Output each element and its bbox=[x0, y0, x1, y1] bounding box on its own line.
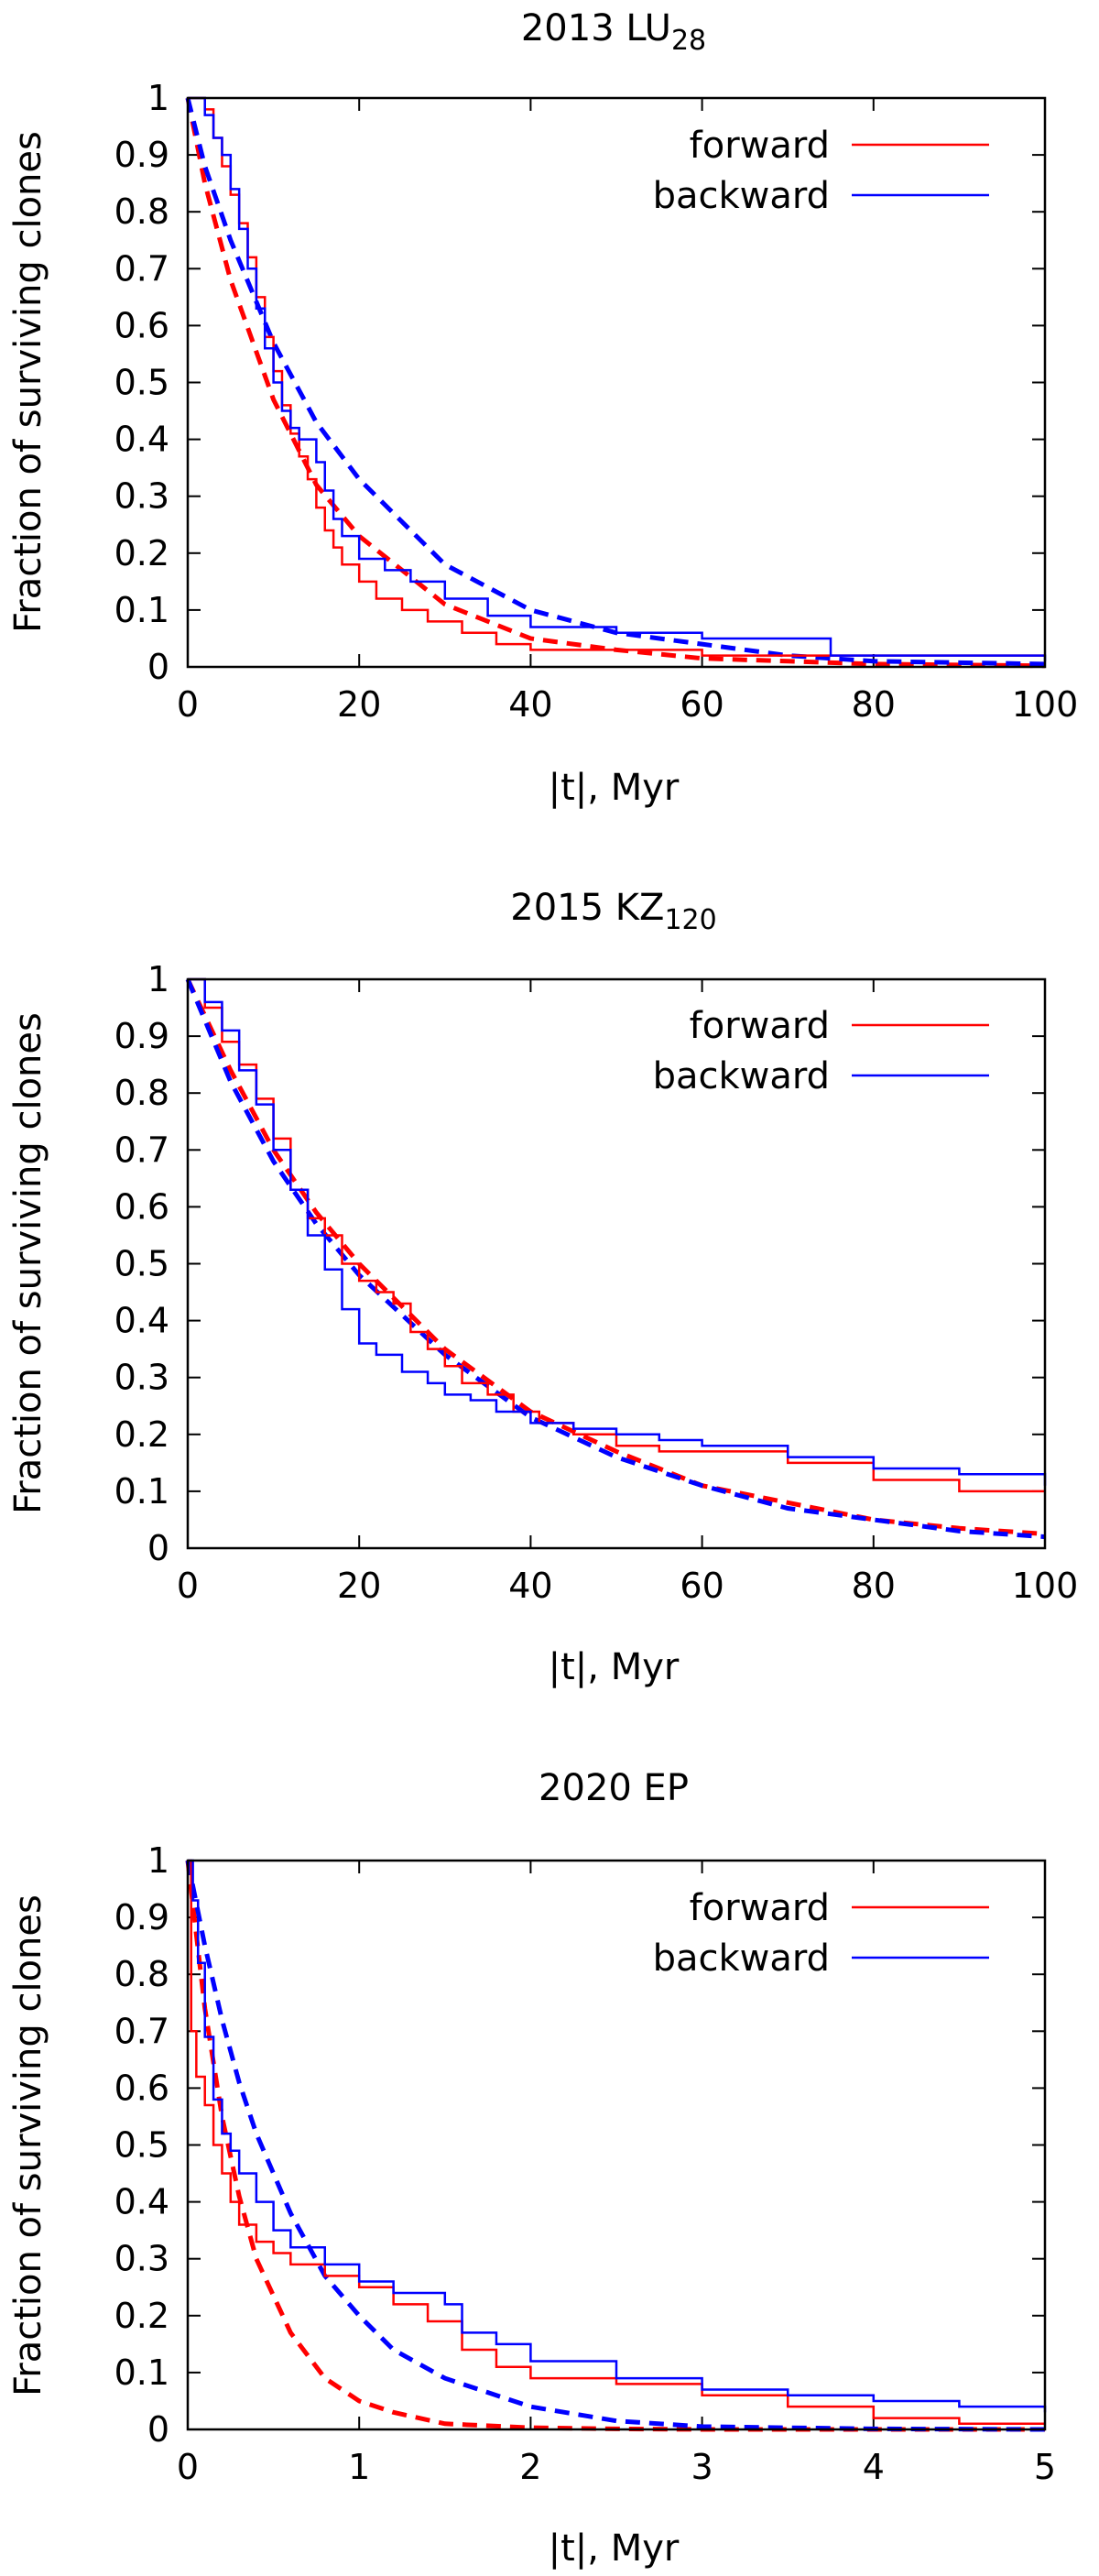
legend: forward backward bbox=[653, 125, 989, 217]
title-subscript: 28 bbox=[671, 25, 706, 57]
x-axis-label: |t|, Myr bbox=[549, 1646, 680, 1688]
x-tick-label: 0 bbox=[177, 1566, 199, 1606]
x-axis-label: |t|, Myr bbox=[549, 767, 680, 809]
y-tick-label: 0.6 bbox=[114, 1186, 169, 1227]
x-tick-label: 100 bbox=[1012, 684, 1079, 725]
x-tick-label: 80 bbox=[852, 1566, 896, 1606]
title-main: 2020 EP bbox=[539, 1767, 689, 1809]
x-tick-label: 40 bbox=[508, 1566, 552, 1606]
plot-frame bbox=[186, 977, 1047, 1550]
plot-area: 0 0.1 0.2 0.3 0.4 0.5 0.6 0.7 0.8 0.9 1 0 1 2 3 4 5 bbox=[114, 1840, 1057, 2487]
y-tick-label: 0.1 bbox=[114, 2352, 169, 2393]
legend-label-forward: forward bbox=[690, 1887, 830, 1929]
fit-curve-forward bbox=[185, 1860, 1045, 2432]
title-subscript: 120 bbox=[664, 904, 716, 936]
series-line-forward bbox=[188, 977, 1045, 1493]
y-tick-label: 0.2 bbox=[114, 533, 169, 573]
chart-panel-3: 2020 EP Fraction of surviving clones |t|… bbox=[7, 1767, 1056, 2570]
plot-frame bbox=[186, 1859, 1047, 2431]
y-tick-label: 0.8 bbox=[114, 191, 169, 232]
y-tick-label: 0.4 bbox=[114, 2182, 169, 2222]
y-tick-label: 0.9 bbox=[114, 1016, 169, 1056]
x-tick-label: 0 bbox=[177, 684, 199, 725]
legend-label-backward: backward bbox=[653, 1937, 830, 1980]
x-tick-label: 20 bbox=[337, 1566, 381, 1606]
y-tick-label: 0.9 bbox=[114, 1897, 169, 1937]
y-tick-label: 1 bbox=[147, 1840, 169, 1881]
y-tick-label: 0.3 bbox=[114, 1358, 169, 1398]
chart-title: 2013 LU28 bbox=[521, 7, 706, 57]
y-tick-label: 0.3 bbox=[114, 476, 169, 517]
x-tick-label: 20 bbox=[337, 684, 381, 725]
fit-curve-backward bbox=[185, 978, 1046, 1540]
chart-title: 2020 EP bbox=[539, 1767, 689, 1809]
fit-curve-forward bbox=[185, 97, 1046, 669]
y-tick-label: 0.7 bbox=[114, 1130, 169, 1170]
y-tick-label: 0.7 bbox=[114, 2011, 169, 2051]
y-tick-label: 0.1 bbox=[114, 590, 169, 630]
y-tick-label: 0.2 bbox=[114, 2296, 169, 2336]
legend: forward backward bbox=[653, 1005, 989, 1097]
y-tick-label: 0.2 bbox=[114, 1414, 169, 1455]
y-tick-label: 0.7 bbox=[114, 248, 169, 289]
title-main: 2013 LU bbox=[521, 7, 671, 49]
plot-area: 0 0.1 0.2 0.3 0.4 0.5 0.6 0.7 0.8 0.9 1 0 20 40 60 80 10… bbox=[114, 78, 1079, 725]
y-tick-label: 1 bbox=[147, 78, 169, 118]
y-tick-label: 1 bbox=[147, 959, 169, 999]
series-line-backward bbox=[188, 977, 1047, 1486]
y-tick-label: 0.6 bbox=[114, 305, 169, 345]
y-axis-label: Fraction of surviving clones bbox=[7, 131, 49, 633]
x-tick-label: 100 bbox=[1012, 1566, 1079, 1606]
chart-panel-2: 2015 KZ120 Fraction of surviving clones … bbox=[7, 887, 1078, 1688]
x-tick-label: 2 bbox=[519, 2447, 541, 2487]
y-tick-label: 0.4 bbox=[114, 420, 169, 460]
y-tick-label: 0 bbox=[147, 2409, 169, 2450]
x-tick-label: 5 bbox=[1034, 2447, 1056, 2487]
y-tick-label: 0.8 bbox=[114, 1954, 169, 1994]
y-tick-label: 0 bbox=[147, 1528, 169, 1568]
y-tick-label: 0.9 bbox=[114, 135, 169, 175]
legend-label-backward: backward bbox=[653, 1055, 830, 1097]
x-axis-label: |t|, Myr bbox=[549, 2527, 680, 2570]
y-axis-label: Fraction of surviving clones bbox=[7, 1894, 49, 2396]
series-line-backward bbox=[188, 96, 1047, 661]
y-tick-label: 0.5 bbox=[114, 2125, 169, 2166]
legend-label-forward: forward bbox=[690, 1005, 830, 1047]
x-tick-label: 3 bbox=[691, 2447, 713, 2487]
y-tick-label: 0.1 bbox=[114, 1471, 169, 1512]
x-tick-label: 80 bbox=[852, 684, 896, 725]
y-tick-label: 0.6 bbox=[114, 2068, 169, 2108]
chart-title: 2015 KZ120 bbox=[510, 887, 716, 936]
x-tick-label: 40 bbox=[508, 684, 552, 725]
legend-label-backward: backward bbox=[653, 175, 830, 217]
y-axis-label: Fraction of surviving clones bbox=[7, 1012, 49, 1514]
series-line-forward bbox=[188, 1859, 1045, 2426]
title-main: 2015 KZ bbox=[510, 887, 664, 929]
chart-panel-1: 2013 LU28 Fraction of surviving clones |… bbox=[7, 7, 1078, 809]
x-tick-label: 60 bbox=[680, 1566, 724, 1606]
x-tick-label: 4 bbox=[863, 2447, 885, 2487]
y-tick-label: 0.5 bbox=[114, 1244, 169, 1284]
legend: forward backward bbox=[653, 1887, 989, 1980]
fit-curve-backward bbox=[185, 1860, 1046, 2432]
x-tick-label: 60 bbox=[680, 684, 724, 725]
y-tick-label: 0 bbox=[147, 647, 169, 687]
x-tick-label: 0 bbox=[177, 2447, 199, 2487]
y-tick-label: 0.5 bbox=[114, 363, 169, 403]
fit-curve-backward bbox=[185, 97, 1046, 667]
plot-area: 0 0.1 0.2 0.3 0.4 0.5 0.6 0.7 0.8 0.9 1 0 20 40 60 80 10… bbox=[114, 959, 1079, 1606]
y-tick-label: 0.4 bbox=[114, 1301, 169, 1341]
fit-curve-forward bbox=[185, 977, 1046, 1536]
series-line-backward bbox=[188, 1859, 1047, 2413]
y-tick-label: 0.3 bbox=[114, 2239, 169, 2279]
legend-label-forward: forward bbox=[690, 125, 830, 167]
plot-frame bbox=[186, 96, 1047, 669]
x-tick-label: 1 bbox=[348, 2447, 370, 2487]
series-line-forward bbox=[188, 96, 1045, 657]
y-tick-label: 0.8 bbox=[114, 1073, 169, 1113]
